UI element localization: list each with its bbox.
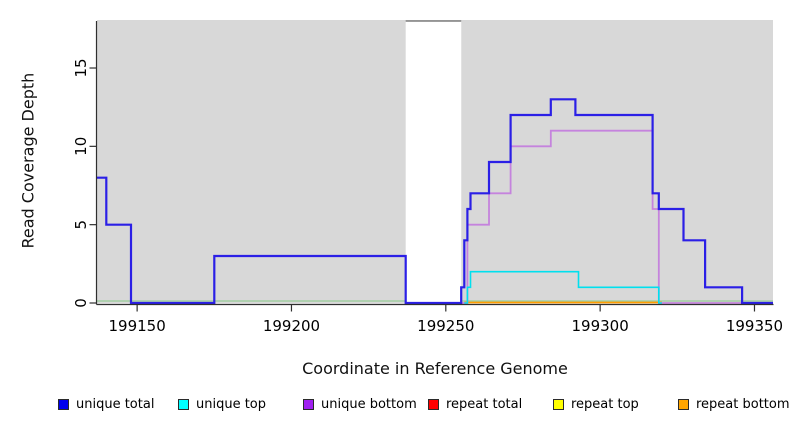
x-tick-label: 199300 [572,317,629,335]
repeat-bottom-swatch-icon [678,399,689,410]
series-unique-total [97,98,773,305]
legend-label: repeat total [446,397,523,412]
legend-label: repeat bottom [696,397,790,412]
x-tick-label: 199200 [263,317,320,335]
legend-item-unique-bottom: unique bottom [303,397,417,412]
y-tick-label: 0 [72,298,90,308]
legend-item-repeat-total: repeat total [428,397,522,412]
legend-label: unique total [76,397,155,412]
series-unique-top [464,270,662,304]
legend-item-repeat-bottom: repeat bottom [678,397,790,412]
unique-top-swatch-icon [178,399,189,410]
x-axis-title: Coordinate in Reference Genome [302,359,568,378]
legend-item-unique-total: unique total [58,397,154,412]
legend-label: unique bottom [321,397,417,412]
x-tick-label: 199350 [726,317,783,335]
legend: unique total unique top unique bottom re… [0,397,792,419]
y-tick-label: 5 [72,220,90,230]
x-tick-label: 199250 [417,317,474,335]
y-tick-label: 10 [72,137,90,156]
unique-bottom-swatch-icon [303,399,314,410]
y-tick-label: 15 [72,58,90,77]
unique-total-swatch-icon [58,399,69,410]
legend-label: unique top [196,397,267,412]
y-axis-title: Read Coverage Depth [18,72,38,249]
repeat-total-swatch-icon [428,399,439,410]
repeat-top-swatch-icon [553,399,564,410]
x-tick-label: 199150 [108,317,165,335]
legend-item-unique-top: unique top [178,397,266,412]
masked-region [405,21,462,303]
legend-item-repeat-top: repeat top [553,397,639,412]
legend-label: repeat top [571,397,639,412]
